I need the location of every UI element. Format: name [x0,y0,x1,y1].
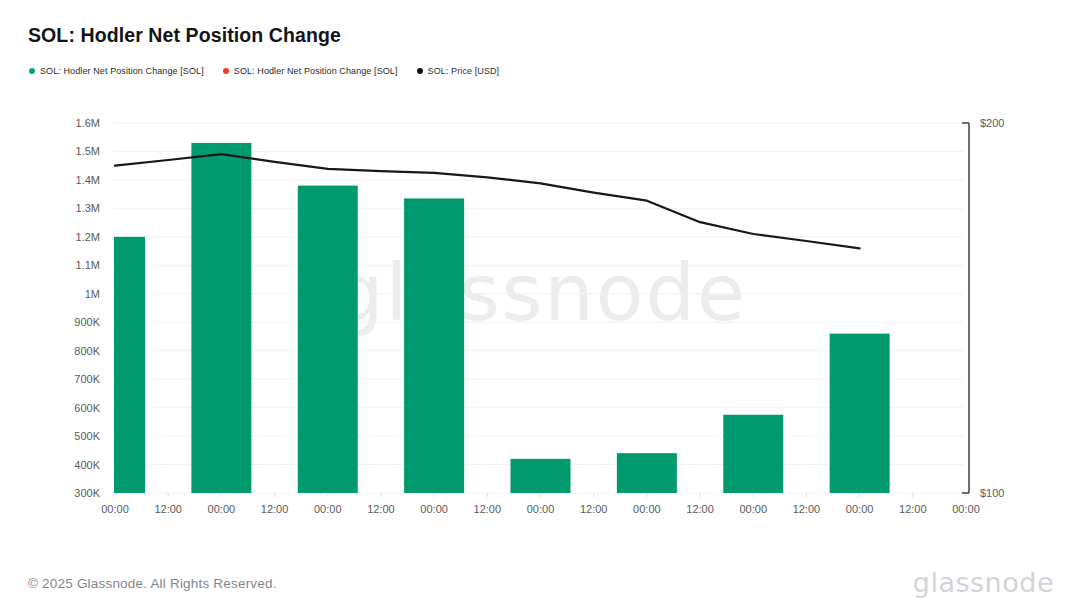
glassnode-logo: glassnode [913,567,1054,598]
bar-hodler-net-position [298,186,358,493]
chart-plot-area: 300K 400K 500K 600K 700K 800K 900K 1M 1.1M 1.2M 1.… [0,0,1080,608]
y-axis-tick-label: 900K [74,316,100,328]
x-axis-tick-label: 00:00 [952,503,980,515]
x-axis-tick-label: 12:00 [899,503,927,515]
bar-hodler-net-position [114,237,145,493]
x-axis-tick-label: 12:00 [474,503,502,515]
right-axis-tick-label: $100 [980,487,1004,499]
y-axis-tick-label: 1.4M [76,174,100,186]
x-axis-tick-label: 12:00 [686,503,714,515]
y-axis-tick-label: 1.3M [76,202,100,214]
right-axis-tick-label: $200 [980,117,1004,129]
y-axis-tick-label: 500K [74,430,100,442]
x-axis-tick-label: 00:00 [846,503,874,515]
y-axis-tick-label: 800K [74,345,100,357]
glassnode-chart-page: SOL: Hodler Net Position Change SOL: Hod… [0,0,1080,608]
y-axis-tick-label: 1.6M [76,117,100,129]
y-axis-tick-label: 400K [74,459,100,471]
y-axis-tick-label: 600K [74,402,100,414]
bar-hodler-net-position [830,334,890,493]
bar-hodler-net-position [511,459,571,493]
x-axis-tick-label: 00:00 [739,503,767,515]
x-axis-tick-label: 00:00 [527,503,555,515]
y-axis-tick-label: 1.2M [76,231,100,243]
bar-hodler-net-position [723,415,783,493]
x-axis-tick-label: 00:00 [208,503,236,515]
y-axis-tick-label: 1M [85,288,100,300]
y-axis-tick-label: 700K [74,373,100,385]
x-axis-tick-label: 00:00 [101,503,129,515]
y-axis-tick-label: 1.5M [76,145,100,157]
x-axis-tick-label: 00:00 [314,503,342,515]
x-axis-tick-label: 12:00 [580,503,608,515]
x-axis-tick-label: 12:00 [154,503,182,515]
x-axis-tick-label: 12:00 [793,503,821,515]
bar-hodler-net-position [404,198,464,493]
x-axis-tick-label: 00:00 [420,503,448,515]
copyright-text: © 2025 Glassnode. All Rights Reserved. [28,576,277,591]
y-axis-tick-label: 300K [74,487,100,499]
x-axis-tick-label: 12:00 [367,503,395,515]
x-axis-tick-label: 12:00 [261,503,289,515]
x-axis-tick-label: 00:00 [633,503,661,515]
bar-hodler-net-position [617,453,677,493]
y-axis-tick-label: 1.1M [76,259,100,271]
bar-hodler-net-position [191,143,251,493]
